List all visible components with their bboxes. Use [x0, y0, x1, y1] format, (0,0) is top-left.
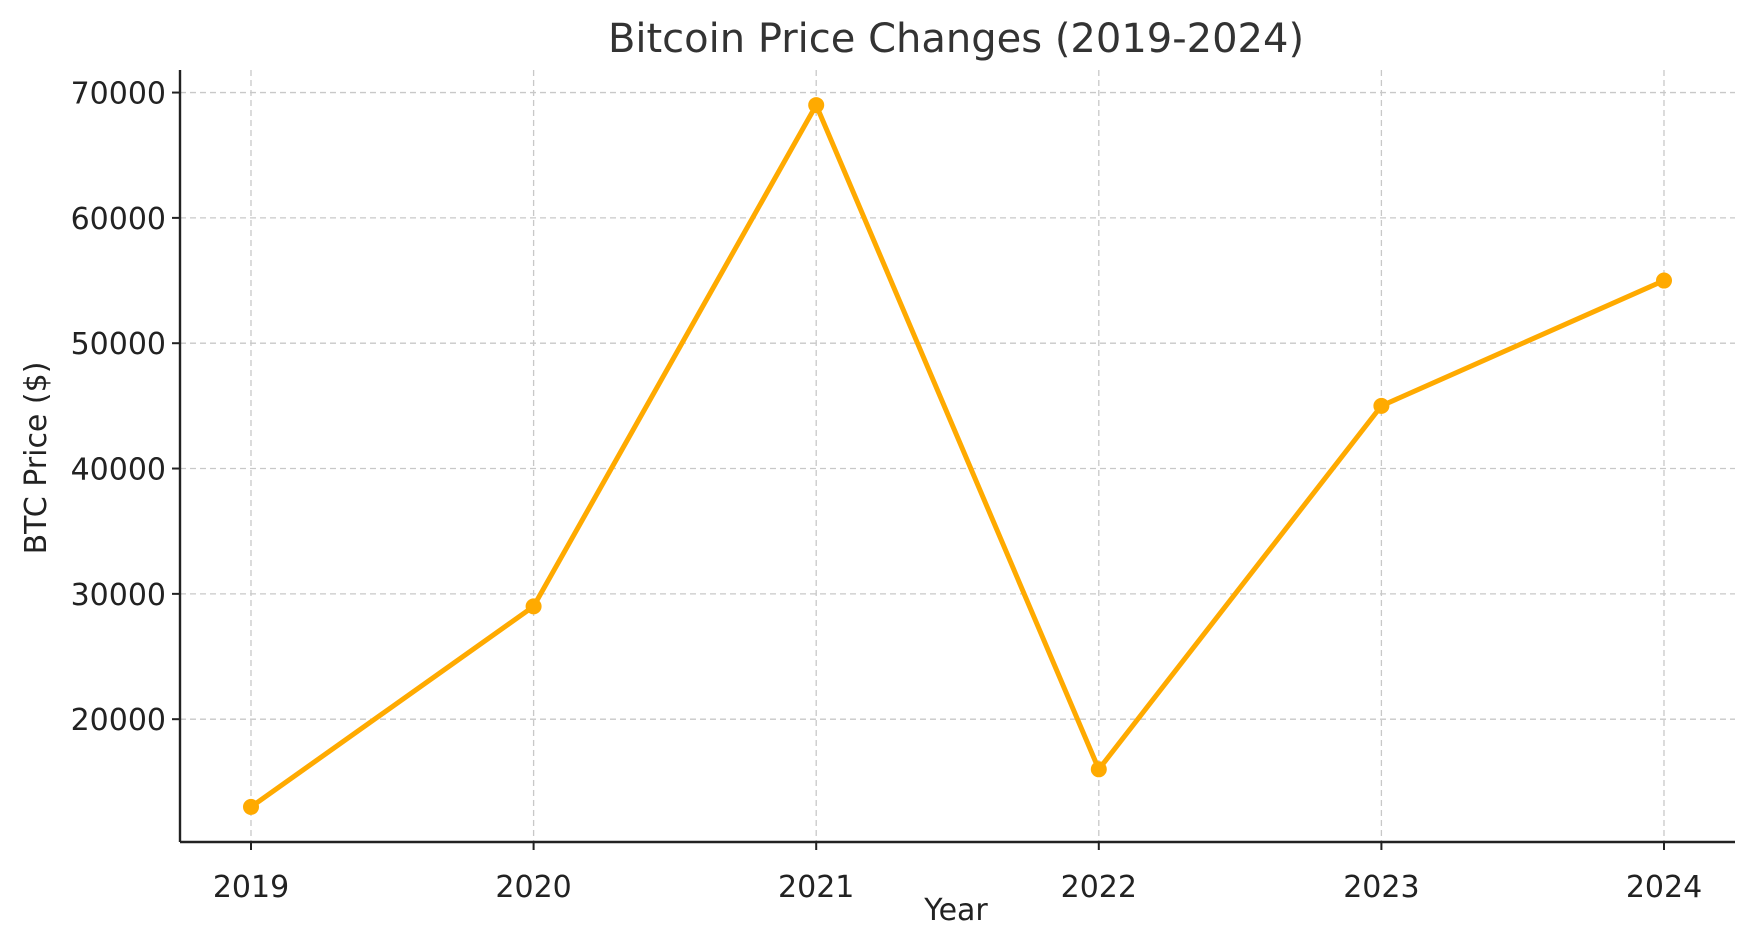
grid-lines: [180, 70, 1735, 842]
data-point: [808, 97, 825, 114]
x-tick-label: 2019: [213, 870, 289, 905]
x-tick-label: 2024: [1626, 870, 1702, 905]
y-tick-label: 20000: [71, 703, 166, 738]
data-point: [1090, 761, 1107, 778]
y-tick-label: 50000: [71, 327, 166, 362]
x-axis-label: Year: [923, 893, 988, 928]
data-point: [243, 798, 259, 815]
data-point: [1656, 272, 1672, 289]
data-point: [525, 598, 542, 615]
y-tick-label: 40000: [71, 453, 166, 488]
chart-title: Bitcoin Price Changes (2019-2024): [608, 16, 1304, 62]
y-axis-label: BTC Price ($): [19, 362, 54, 555]
y-tick-label: 70000: [71, 77, 166, 112]
data-point: [1373, 397, 1390, 414]
x-tick-label: 2023: [1343, 870, 1419, 905]
x-tick-label: 2022: [1061, 870, 1137, 905]
series-line: [248, 102, 1667, 810]
x-tick-label: 2020: [495, 870, 571, 905]
y-tick-labels: 20000 30000 40000 50000 60000 70000: [71, 77, 166, 739]
y-tick-label: 30000: [71, 578, 166, 613]
series-layer: [243, 97, 1672, 815]
axes: [172, 70, 1735, 850]
x-tick-labels: 2019 2020 2021 2022 2023 2024: [213, 870, 1702, 905]
y-tick-label: 60000: [71, 202, 166, 237]
x-tick-label: 2021: [778, 870, 854, 905]
